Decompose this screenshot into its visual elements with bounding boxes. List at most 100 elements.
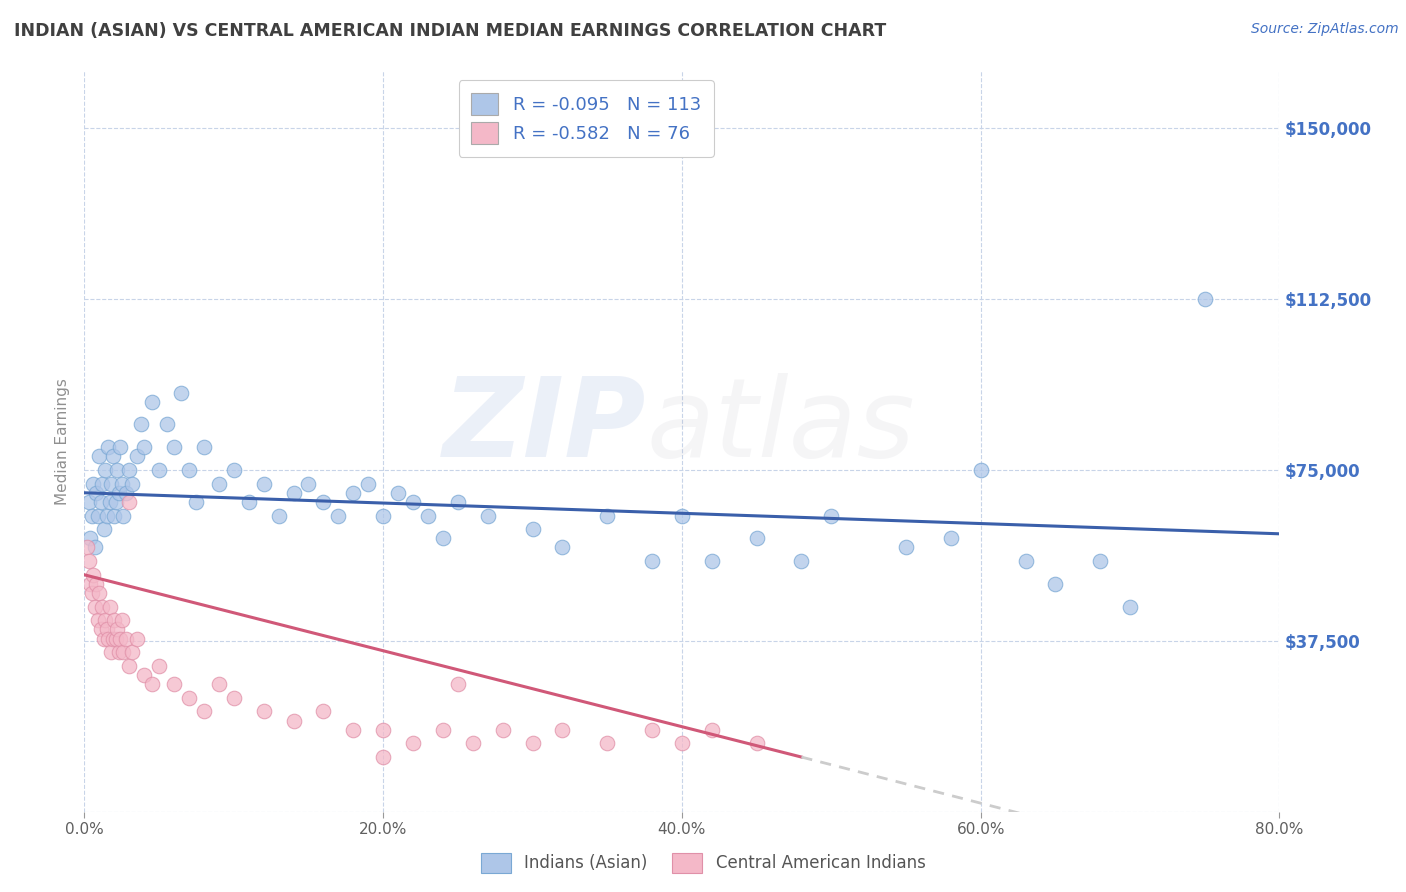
Point (551, 541, 574, 555)
Point (121, 476, 143, 491)
Point (641, 554, 664, 568)
Point (1045, 577, 1067, 591)
Point (110, 632, 132, 646)
Point (447, 677, 470, 691)
Point (402, 495, 425, 509)
Point (177, 463, 200, 477)
Point (492, 723, 515, 737)
Point (105, 623, 128, 637)
Point (111, 613, 134, 627)
Point (118, 659, 141, 673)
Point (77, 495, 100, 509)
Point (129, 417, 152, 432)
Point (461, 736, 484, 750)
Point (82, 567, 104, 582)
Point (132, 668, 156, 682)
Point (86, 485, 108, 500)
Point (115, 632, 138, 646)
Point (148, 659, 170, 673)
Point (208, 476, 231, 491)
Point (111, 476, 134, 491)
Point (80, 586, 103, 600)
Point (1194, 292, 1216, 306)
Point (163, 677, 186, 691)
Point (80, 508, 103, 523)
Text: atlas: atlas (647, 373, 915, 480)
Point (186, 495, 208, 509)
Point (101, 632, 124, 646)
Point (112, 508, 135, 523)
Point (125, 632, 148, 646)
Point (373, 750, 395, 764)
Point (83, 541, 105, 555)
Point (87, 508, 110, 523)
Point (222, 690, 245, 705)
Point (328, 508, 350, 523)
Point (96, 623, 118, 637)
Point (97, 440, 120, 454)
Point (148, 463, 170, 477)
Point (745, 532, 768, 546)
Point (90, 495, 112, 509)
Point (373, 508, 395, 523)
Point (125, 450, 148, 464)
Point (373, 723, 395, 737)
Point (671, 508, 693, 523)
Point (267, 508, 290, 523)
Point (193, 705, 215, 719)
Point (96, 508, 118, 523)
Point (103, 613, 125, 627)
Text: ZIP: ZIP (443, 373, 647, 480)
Point (283, 714, 305, 728)
Point (700, 723, 723, 737)
Point (86, 577, 108, 591)
Point (820, 508, 842, 523)
Point (90, 623, 112, 637)
Point (107, 485, 129, 500)
Point (87, 613, 110, 627)
Point (447, 495, 470, 509)
Point (522, 736, 544, 750)
Point (641, 723, 664, 737)
Point (132, 440, 156, 454)
Point (100, 645, 122, 659)
Point (98, 599, 121, 614)
Point (98, 495, 121, 509)
Point (596, 736, 619, 750)
Point (208, 677, 231, 691)
Point (118, 463, 141, 477)
Point (745, 736, 768, 750)
Point (297, 476, 319, 491)
Point (432, 723, 454, 737)
Point (101, 450, 124, 464)
Point (312, 495, 335, 509)
Point (790, 554, 813, 568)
Point (93, 632, 115, 646)
Point (97, 632, 120, 646)
Point (596, 508, 619, 523)
Point (970, 463, 993, 477)
Point (342, 485, 364, 500)
Point (89, 450, 111, 464)
Point (104, 495, 127, 509)
Point (82, 476, 104, 491)
Text: Source: ZipAtlas.com: Source: ZipAtlas.com (1251, 22, 1399, 37)
Point (105, 463, 128, 477)
Legend: R = -0.095   N = 113, R = -0.582   N = 76: R = -0.095 N = 113, R = -0.582 N = 76 (458, 80, 714, 157)
Point (163, 440, 186, 454)
Point (1119, 599, 1142, 614)
Y-axis label: Median Earnings: Median Earnings (55, 378, 70, 505)
Point (222, 463, 245, 477)
Point (155, 417, 177, 432)
Point (671, 736, 693, 750)
Point (91, 599, 114, 614)
Point (170, 385, 193, 400)
Legend: Indians (Asian), Central American Indians: Indians (Asian), Central American Indian… (474, 847, 932, 880)
Point (112, 645, 135, 659)
Point (118, 495, 141, 509)
Point (103, 508, 125, 523)
Point (357, 476, 380, 491)
Point (141, 394, 163, 409)
Point (312, 705, 335, 719)
Point (1090, 554, 1112, 568)
